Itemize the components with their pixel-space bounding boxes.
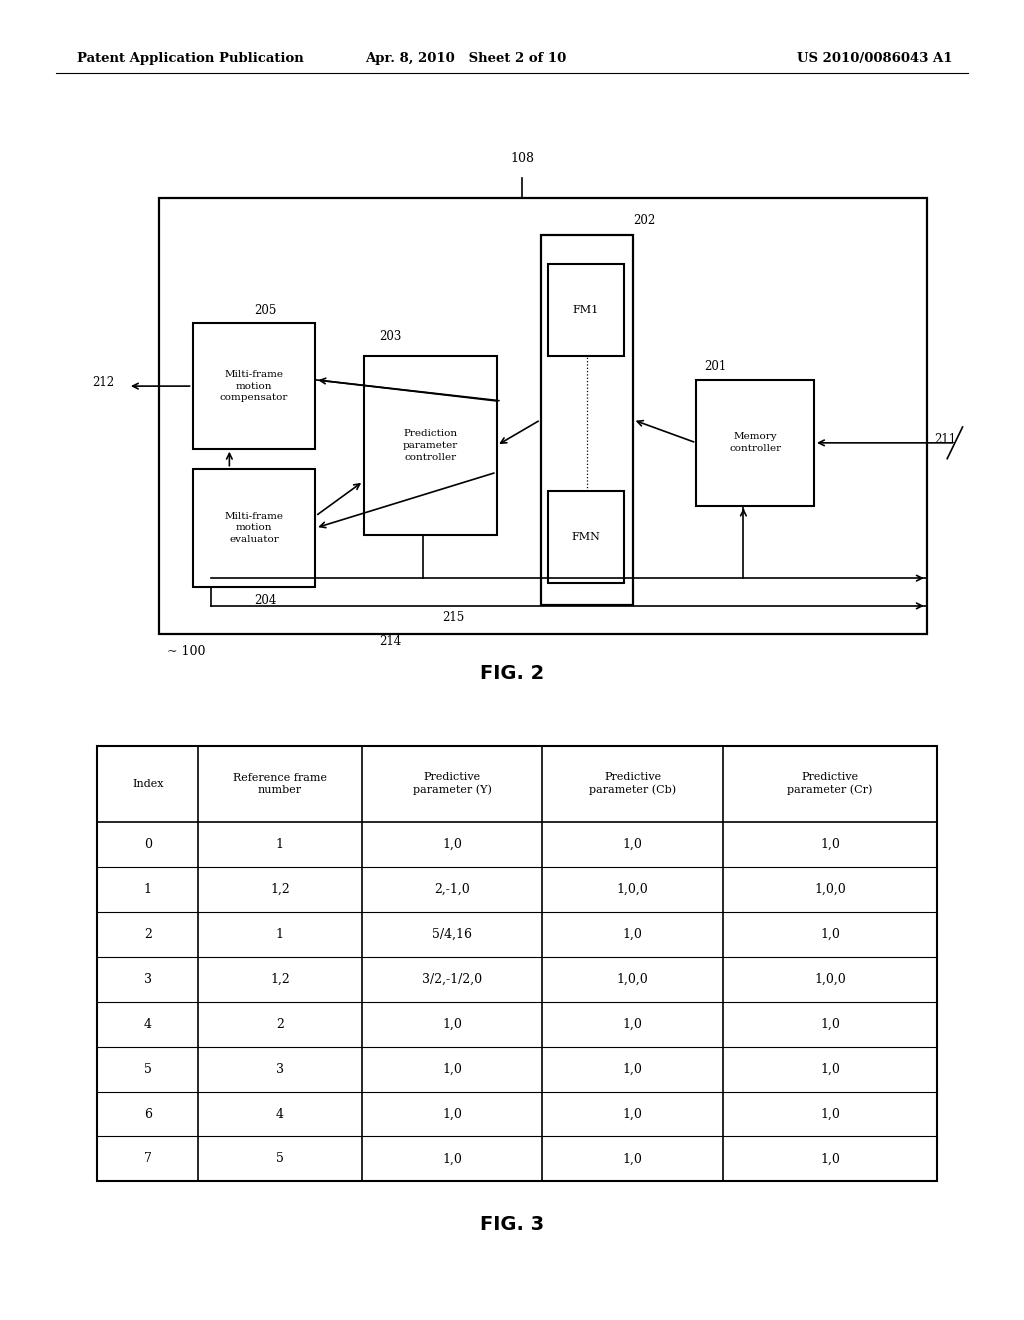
Bar <box>97 746 937 1181</box>
Text: 4: 4 <box>143 1018 152 1031</box>
Text: Predictive
parameter (Cr): Predictive parameter (Cr) <box>787 772 872 796</box>
Text: 204: 204 <box>254 594 276 607</box>
Text: 0: 0 <box>143 838 152 851</box>
Text: 1,0,0: 1,0,0 <box>616 883 648 896</box>
Bar <box>541 235 633 605</box>
Text: 7: 7 <box>143 1152 152 1166</box>
Text: Milti-frame
motion
evaluator: Milti-frame motion evaluator <box>224 512 284 544</box>
Text: 1,0: 1,0 <box>623 1018 642 1031</box>
Text: 1: 1 <box>275 838 284 851</box>
Text: 215: 215 <box>442 611 465 624</box>
Text: 1,0: 1,0 <box>623 1152 642 1166</box>
Text: Predictive
parameter (Cb): Predictive parameter (Cb) <box>589 772 676 796</box>
Text: 1,0: 1,0 <box>442 1018 462 1031</box>
Text: Milti-frame
motion
compensator: Milti-frame motion compensator <box>220 370 288 403</box>
Text: 202: 202 <box>633 214 655 227</box>
Bar <box>364 356 497 535</box>
Bar <box>548 264 624 356</box>
Text: 214: 214 <box>379 635 401 648</box>
Text: 1,0: 1,0 <box>442 1063 462 1076</box>
Text: 1,0: 1,0 <box>623 1107 642 1121</box>
Bar <box>159 198 927 634</box>
Text: 3: 3 <box>143 973 152 986</box>
Text: 1,0: 1,0 <box>623 928 642 941</box>
Text: 1,0: 1,0 <box>623 838 642 851</box>
Text: 5: 5 <box>276 1152 284 1166</box>
Text: FMN: FMN <box>571 532 600 543</box>
Text: 5: 5 <box>143 1063 152 1076</box>
Text: FM1: FM1 <box>572 305 599 315</box>
Text: 1,0,0: 1,0,0 <box>814 883 846 896</box>
Text: Prediction
parameter
controller: Prediction parameter controller <box>402 429 458 462</box>
Text: 1,2: 1,2 <box>270 973 290 986</box>
Text: 1,0: 1,0 <box>623 1063 642 1076</box>
Bar <box>193 469 315 587</box>
Text: 211: 211 <box>934 433 956 446</box>
Text: 3: 3 <box>275 1063 284 1076</box>
Text: Predictive
parameter (Y): Predictive parameter (Y) <box>413 772 492 796</box>
Text: Patent Application Publication: Patent Application Publication <box>77 51 303 65</box>
Text: 1,0,0: 1,0,0 <box>814 973 846 986</box>
Text: Reference frame
number: Reference frame number <box>232 772 327 795</box>
Text: 6: 6 <box>143 1107 152 1121</box>
Text: FIG. 3: FIG. 3 <box>480 1216 544 1234</box>
Text: ~ 100: ~ 100 <box>167 645 206 659</box>
Text: Index: Index <box>132 779 164 789</box>
Text: 1: 1 <box>275 928 284 941</box>
Text: 2: 2 <box>276 1018 284 1031</box>
Text: 1,0: 1,0 <box>442 1152 462 1166</box>
Text: 205: 205 <box>254 304 276 317</box>
Text: 1,0,0: 1,0,0 <box>616 973 648 986</box>
Text: 212: 212 <box>92 376 115 389</box>
Text: 5/4,16: 5/4,16 <box>432 928 472 941</box>
Text: 1,0: 1,0 <box>820 838 840 851</box>
Text: 1,0: 1,0 <box>820 1018 840 1031</box>
Bar <box>696 380 814 506</box>
Text: Memory
controller: Memory controller <box>729 433 781 453</box>
Text: 1,0: 1,0 <box>442 1107 462 1121</box>
Text: 1,0: 1,0 <box>820 1063 840 1076</box>
Text: 4: 4 <box>275 1107 284 1121</box>
Text: 1,0: 1,0 <box>820 1107 840 1121</box>
Text: 1,2: 1,2 <box>270 883 290 896</box>
Text: 2,-1,0: 2,-1,0 <box>434 883 470 896</box>
Text: 3/2,-1/2,0: 3/2,-1/2,0 <box>422 973 482 986</box>
Text: 2: 2 <box>143 928 152 941</box>
Text: 1: 1 <box>143 883 152 896</box>
Text: 201: 201 <box>705 360 727 374</box>
Bar <box>548 491 624 583</box>
Text: 108: 108 <box>510 152 535 165</box>
Text: 1,0: 1,0 <box>820 1152 840 1166</box>
Text: US 2010/0086043 A1: US 2010/0086043 A1 <box>797 51 952 65</box>
Text: 203: 203 <box>379 330 401 343</box>
Text: 1,0: 1,0 <box>442 838 462 851</box>
Bar <box>193 323 315 449</box>
Text: FIG. 2: FIG. 2 <box>480 664 544 682</box>
Text: Apr. 8, 2010   Sheet 2 of 10: Apr. 8, 2010 Sheet 2 of 10 <box>366 51 566 65</box>
Text: 1,0: 1,0 <box>820 928 840 941</box>
